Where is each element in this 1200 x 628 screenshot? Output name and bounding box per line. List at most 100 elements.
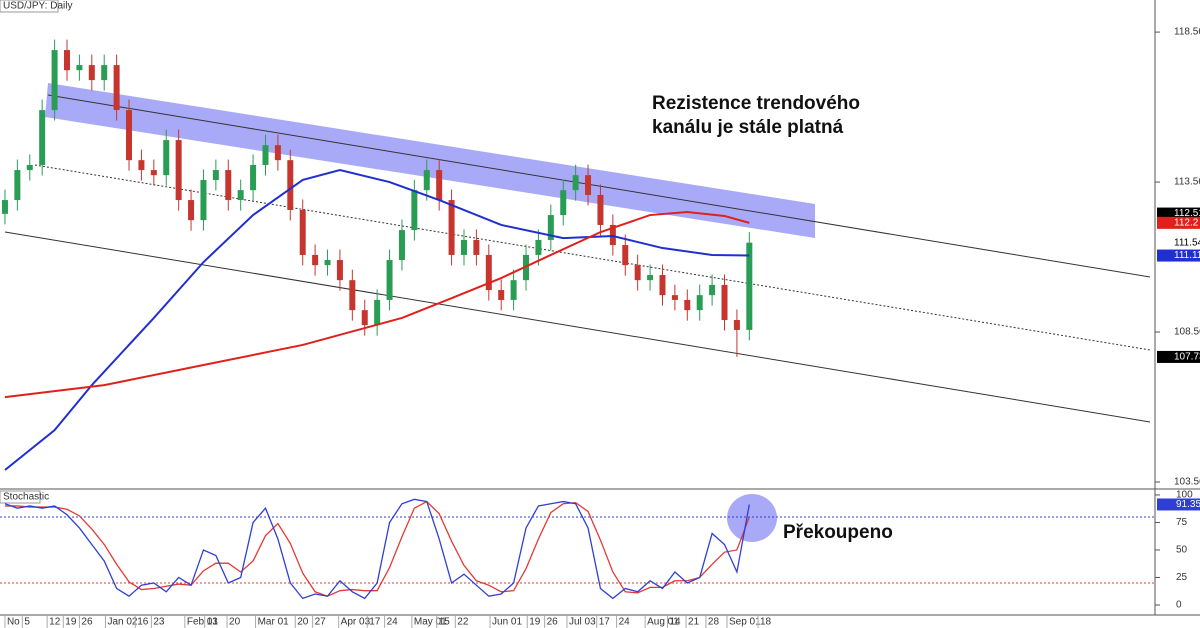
moving-average: [4, 169, 750, 471]
candle-body: [585, 175, 592, 195]
candle-body: [560, 190, 567, 216]
candle-body: [312, 254, 319, 266]
x-tick-label: 24: [387, 617, 399, 628]
candle-body: [696, 295, 703, 311]
candle-body: [709, 284, 716, 296]
x-tick-label: Feb 01: [187, 617, 219, 628]
price-label-box: [1157, 249, 1200, 262]
annotation: Překoupeno: [783, 522, 893, 543]
x-tick-label: 28: [708, 617, 720, 628]
candle-body: [63, 50, 70, 71]
x-tick-label: 23: [153, 617, 165, 628]
candle-body: [485, 254, 492, 291]
x-tick-label: 14: [669, 617, 681, 628]
price-label-box: [1157, 350, 1200, 363]
candle-body: [374, 299, 381, 326]
value-label-box: [1157, 498, 1200, 511]
candle-body: [398, 230, 405, 261]
candle-body: [361, 310, 368, 326]
moving-average: [4, 211, 750, 399]
stochastic-line: [4, 500, 750, 597]
pane-title: Stochastic: [3, 492, 49, 503]
candle-body: [448, 200, 455, 255]
candle-body: [336, 260, 343, 281]
x-tick-label: 17: [599, 617, 611, 628]
candle-body: [659, 275, 666, 296]
x-tick-label: 19: [65, 617, 77, 628]
candle-body: [473, 239, 480, 255]
price-label: 111.11: [1174, 250, 1200, 261]
candle-body: [671, 295, 678, 300]
price-label: 112.51: [1174, 208, 1200, 219]
stochastic-line: [4, 498, 750, 600]
candle-body: [126, 110, 133, 161]
x-tick-label: 15: [439, 617, 451, 628]
candle-body: [39, 110, 46, 165]
candle-body: [163, 140, 170, 176]
price-label: 112.2: [1174, 217, 1199, 228]
candle-body: [684, 299, 691, 311]
candle-body: [150, 170, 157, 176]
price-label-box: [1157, 207, 1200, 220]
candle-body: [572, 175, 579, 191]
x-tick-label: 19: [529, 617, 541, 628]
x-tick-label: 22: [457, 617, 469, 628]
channel-lower: [4, 231, 1151, 423]
channel-upper: [47, 94, 1151, 278]
x-tick-label: Sep 01: [729, 617, 761, 628]
y-tick-label: 118.56: [1174, 27, 1200, 38]
candle-body: [622, 245, 629, 266]
price-label-box: [1157, 236, 1200, 249]
x-tick-label: 17: [369, 617, 381, 628]
price-label-box: [1157, 216, 1200, 229]
candle-body: [324, 260, 331, 266]
candle-body: [76, 65, 83, 71]
x-tick-label: Jul 03: [569, 617, 596, 628]
x-tick-label: 24: [619, 617, 631, 628]
candle-body: [175, 140, 182, 201]
candle-body: [597, 194, 604, 225]
overbought-highlight: [727, 494, 777, 542]
y-tick-label: 0: [1176, 600, 1182, 611]
candle-body: [88, 65, 95, 81]
candle-body: [547, 215, 554, 240]
x-tick-label: No: [7, 617, 20, 628]
x-tick-label: 12: [49, 617, 61, 628]
candle-body: [647, 275, 654, 281]
x-tick-label: 26: [81, 617, 93, 628]
candle-body: [188, 200, 195, 221]
y-tick-label: 103.56: [1174, 477, 1200, 488]
channel-middle: [34, 164, 1151, 351]
candle-body: [113, 65, 120, 111]
candle-body: [436, 170, 443, 201]
title-box: [0, 0, 59, 13]
candle-body: [274, 145, 281, 161]
candle-body: [225, 170, 232, 201]
x-tick-label: Aug 01: [647, 617, 679, 628]
x-tick-label: Mar 01: [258, 617, 290, 628]
pane-title-box: [0, 490, 41, 504]
annotation: Rezistence trendového: [652, 93, 860, 114]
x-tick-label: 18: [760, 617, 772, 628]
candle-body: [262, 145, 269, 165]
x-tick-label: 5: [24, 617, 30, 628]
candle-body: [460, 239, 467, 255]
candle-body: [498, 290, 505, 300]
candle-body: [510, 280, 517, 300]
price-label: 107.73: [1174, 352, 1200, 363]
candle-body: [609, 224, 616, 246]
value-label: 91.35: [1176, 499, 1200, 510]
candle-body: [287, 160, 294, 210]
x-tick-label: Apr 03: [341, 617, 371, 628]
x-tick-label: May 01: [414, 617, 447, 628]
candle-body: [250, 164, 257, 191]
candle-body: [51, 50, 58, 111]
candle-body: [237, 190, 244, 201]
candle-body: [634, 265, 641, 281]
y-tick-label: 75: [1176, 517, 1188, 528]
candle-body: [423, 170, 430, 191]
candle-body: [200, 179, 207, 221]
annotation: kanálu je stále platná: [652, 117, 844, 138]
